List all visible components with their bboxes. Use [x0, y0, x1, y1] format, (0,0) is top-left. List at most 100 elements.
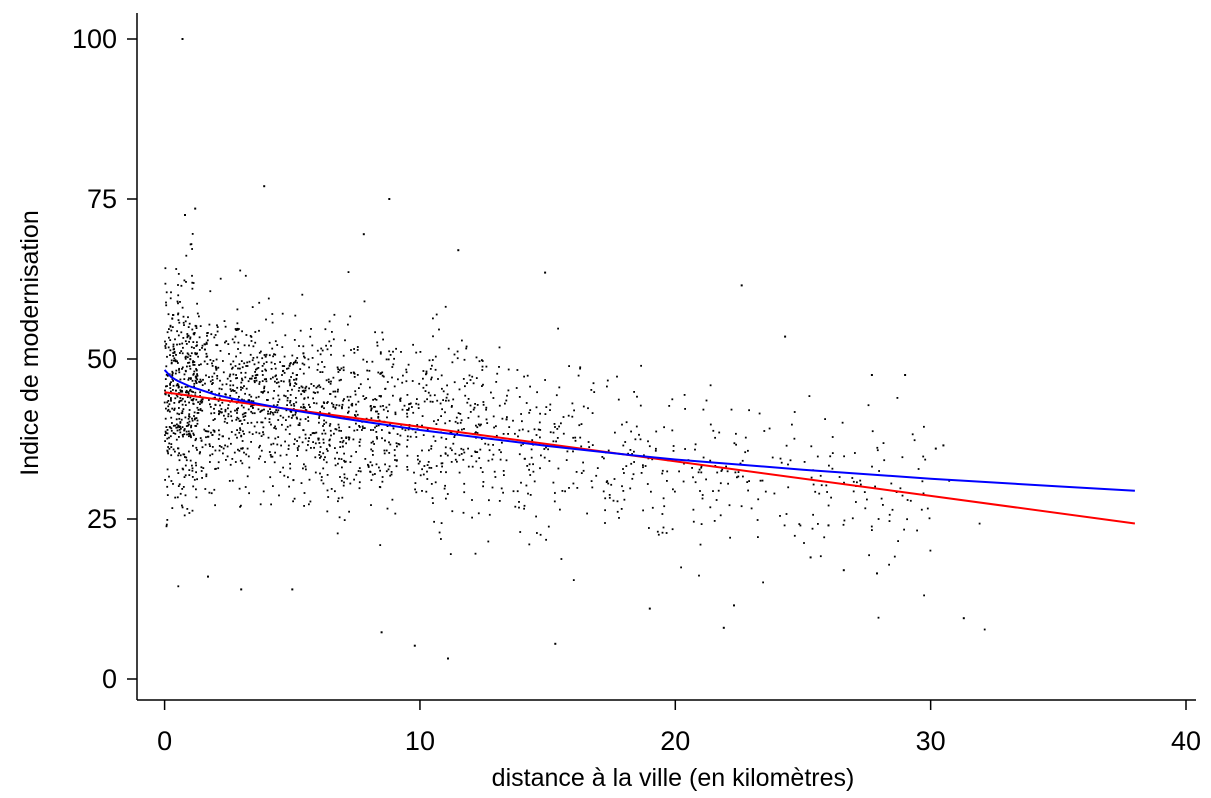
scatter-point: [392, 427, 395, 430]
scatter-point: [293, 443, 296, 445]
scatter-point: [191, 464, 193, 467]
scatter-point: [296, 455, 298, 457]
scatter-point: [928, 517, 931, 520]
scatter-point: [359, 470, 362, 473]
scatter-point: [387, 358, 390, 361]
scatter-point: [195, 353, 198, 356]
scatter-point: [793, 411, 796, 413]
scatter-point: [331, 331, 333, 333]
scatter-point: [230, 431, 233, 433]
scatter-point: [323, 402, 326, 404]
scatter-point: [625, 421, 628, 424]
scatter-point: [572, 436, 575, 439]
scatter-point: [189, 337, 192, 340]
scatter-point: [467, 447, 469, 450]
scatter-point-outlier: [362, 233, 365, 236]
scatter-point: [308, 387, 310, 390]
scatter-point: [239, 429, 242, 431]
scatter-point: [354, 415, 357, 418]
scatter-point: [195, 398, 198, 401]
scatter-point: [820, 484, 823, 487]
scatter-point: [209, 359, 212, 361]
scatter-point: [357, 400, 360, 403]
scatter-point: [222, 447, 225, 450]
scatter-point: [320, 479, 323, 482]
scatter-point: [383, 449, 386, 452]
scatter-point: [173, 350, 176, 353]
scatter-point: [224, 408, 227, 411]
scatter-point: [381, 371, 384, 374]
scatter-point: [518, 506, 520, 509]
scatter-point: [379, 469, 381, 472]
scatter-point: [329, 429, 332, 432]
scatter-point: [303, 505, 305, 507]
scatter-point: [270, 455, 273, 458]
scatter-point: [771, 456, 774, 459]
scatter-point: [440, 522, 443, 524]
scatter-point: [176, 496, 179, 499]
scatter-point: [200, 401, 203, 404]
scatter-point: [424, 390, 427, 392]
scatter-point: [173, 357, 176, 360]
scatter-point: [194, 391, 197, 394]
scatter-point: [171, 372, 174, 374]
scatter-point: [388, 465, 391, 468]
scatter-point: [552, 440, 555, 443]
scatter-point: [230, 390, 233, 392]
y-axis-title: Indice de modernisation: [16, 210, 44, 475]
scatter-point: [224, 393, 227, 396]
scatter-point: [279, 361, 281, 363]
scatter-point: [553, 500, 556, 503]
scatter-point: [829, 455, 832, 458]
scatter-point: [479, 424, 481, 427]
scatter-point: [174, 496, 177, 499]
scatter-point: [326, 474, 329, 476]
scatter-point: [709, 459, 712, 462]
scatter-point: [430, 376, 433, 379]
scatter-point: [193, 415, 195, 417]
scatter-point: [269, 377, 272, 380]
scatter-point: [175, 389, 177, 392]
scatter-point: [260, 435, 263, 437]
scatter-point: [429, 400, 432, 403]
scatter-point: [250, 336, 253, 338]
scatter-point: [191, 281, 194, 284]
scatter-point: [838, 476, 841, 478]
scatter-point: [471, 516, 473, 519]
scatter-point: [185, 343, 188, 345]
scatter-point: [198, 364, 200, 366]
scatter-point: [715, 499, 718, 501]
scatter-point: [187, 417, 190, 420]
scatter-point: [328, 320, 331, 323]
scatter-point: [370, 429, 372, 431]
scatter-point: [311, 344, 314, 347]
scatter-point: [171, 507, 174, 509]
scatter-point: [866, 498, 868, 501]
scatter-point: [395, 465, 398, 468]
scatter-point: [225, 383, 228, 386]
scatter-point: [528, 411, 531, 414]
scatter-point: [230, 442, 232, 445]
scatter-point: [214, 504, 216, 507]
scatter-point: [316, 369, 319, 371]
scatter-point: [267, 391, 269, 394]
x-tick-label-30: 30: [916, 726, 946, 756]
scatter-point: [191, 274, 193, 277]
scatter-point: [523, 507, 525, 510]
scatter-point: [630, 430, 632, 433]
scatter-point: [268, 421, 271, 424]
scatter-point: [893, 555, 896, 558]
scatter-point: [237, 341, 240, 344]
scatter-point: [220, 408, 223, 410]
scatter-point: [172, 483, 174, 485]
scatter-point: [325, 461, 328, 464]
scatter-point: [275, 382, 278, 384]
scatter-point: [375, 398, 378, 401]
scatter-point: [525, 402, 528, 404]
scatter-point: [500, 451, 502, 454]
scatter-point: [694, 443, 697, 446]
scatter-point: [469, 379, 472, 381]
scatter-point: [295, 383, 298, 385]
scatter-point: [437, 378, 439, 380]
